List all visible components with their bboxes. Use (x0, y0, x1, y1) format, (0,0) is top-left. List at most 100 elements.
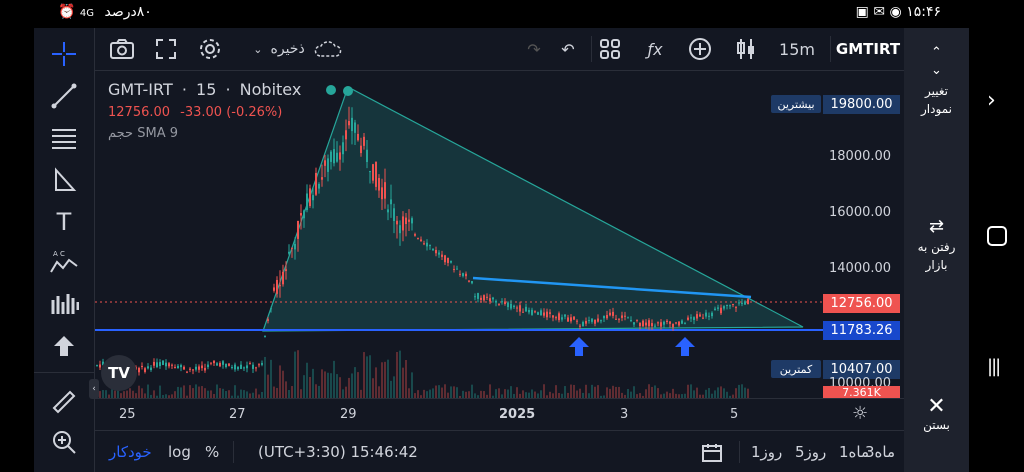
settings-gear-icon[interactable] (195, 34, 225, 64)
volume-bar (345, 386, 347, 398)
legend-ticker: GMT-IRT (108, 80, 173, 99)
range-5day-button[interactable]: 5روز (795, 443, 827, 461)
candlestick-type-icon[interactable] (731, 34, 761, 64)
ruler-icon[interactable] (48, 386, 80, 418)
candle-body (357, 133, 359, 141)
volume-bar (468, 391, 470, 398)
volume-bar (252, 392, 254, 398)
interval-button[interactable]: 15m (779, 39, 815, 59)
candle-body (573, 316, 575, 320)
nav-home-icon[interactable] (987, 226, 1007, 246)
volume-bar (378, 386, 380, 398)
trend-line-icon[interactable] (48, 80, 80, 112)
fullscreen-icon[interactable] (151, 34, 181, 64)
volume-bar (705, 389, 707, 398)
go-market-button[interactable]: ⇄ رفتن به بازار (904, 218, 969, 274)
log-scale-button[interactable]: log (168, 443, 191, 461)
volume-bar (168, 395, 170, 398)
volume-bar (363, 352, 365, 398)
candle-body (678, 321, 680, 326)
volume-bar (387, 359, 389, 398)
volume-bar (534, 391, 536, 398)
candle-body (225, 363, 227, 368)
volume-bar (294, 351, 296, 398)
volume-bar (123, 391, 125, 398)
candle-body (327, 158, 329, 172)
volume-bar (255, 388, 257, 398)
candle-body (366, 149, 368, 163)
volume-bar (393, 376, 395, 398)
volume-bar (201, 386, 203, 398)
volume-bar (126, 390, 128, 398)
symbol-button[interactable]: GMTIRT (835, 40, 901, 58)
redo-icon[interactable]: ↷ (527, 39, 541, 59)
candle-body (663, 321, 665, 325)
volume-bar (495, 389, 497, 398)
market-status-dot (326, 85, 337, 95)
volume-bar (351, 373, 353, 398)
go-to-date-icon[interactable] (701, 443, 723, 467)
candle-body (258, 364, 260, 366)
axis-settings-icon[interactable]: ☼ (852, 403, 869, 424)
change-chart-button[interactable]: ⌃ ⌄ تغییر نمودار (904, 44, 969, 118)
range-1day-button[interactable]: 1روز (751, 443, 783, 461)
abcd-pattern-icon[interactable]: A C (48, 246, 80, 278)
close-button[interactable]: ✕ بستن (904, 396, 969, 434)
range-1month-button[interactable]: 1ماه (839, 443, 870, 461)
range-3month-button[interactable]: 3ماه (865, 443, 896, 461)
volume-bar (648, 384, 650, 398)
price-axis[interactable]: بیشترین 19800.00 18000.00 16000.00 14000… (771, 71, 904, 398)
volume-bar (576, 390, 578, 398)
network-text: 4G (79, 8, 95, 19)
volume-bar (144, 393, 146, 398)
tradingview-logo[interactable]: TV (101, 355, 137, 391)
volume-bar (117, 386, 119, 398)
triangle-pattern-icon[interactable] (48, 164, 80, 196)
candle-body (384, 182, 386, 199)
candle-body (204, 367, 206, 371)
percent-scale-button[interactable]: % (205, 443, 220, 461)
zoom-in-icon[interactable] (48, 426, 80, 458)
candle-body (354, 122, 356, 133)
candle-body (546, 311, 548, 318)
candle-body (567, 317, 569, 322)
nav-expand-icon[interactable]: › (987, 88, 996, 113)
timezone-clock[interactable]: (UTC+3:30) 15:46:42 (258, 443, 418, 461)
chart-canvas[interactable]: TV (95, 71, 823, 398)
candle-body (177, 365, 179, 369)
candle-body (675, 322, 677, 324)
collapse-toolbar-icon[interactable]: ‹ (89, 379, 99, 399)
add-plus-icon[interactable] (685, 34, 715, 64)
close-label: بستن (923, 418, 950, 432)
text-tool-icon[interactable]: T (56, 208, 72, 236)
layout-grid-icon[interactable] (595, 34, 625, 64)
crosshair-icon[interactable] (48, 38, 80, 70)
volume-bar (513, 393, 515, 398)
volume-bar (219, 388, 221, 398)
candle-body (318, 183, 320, 189)
save-cloud-button[interactable]: ⌄ ذخیره (233, 34, 363, 64)
arrow-up-icon[interactable] (48, 330, 80, 362)
volume-bar (186, 395, 188, 398)
undo-icon[interactable]: ↶ (561, 39, 575, 59)
candle-body (612, 311, 614, 316)
volume-bar (504, 389, 506, 398)
volume-bar (336, 374, 338, 398)
top-toolbar: ⌄ ذخیره ↷ ↶ ƒx 15m GMTIRT (95, 28, 904, 71)
up-arrow-marker (569, 337, 589, 356)
fib-retracement-icon[interactable] (48, 122, 80, 154)
camera-icon[interactable] (107, 34, 137, 64)
candle-body (744, 301, 746, 305)
time-axis[interactable]: ‹ 25 27 29 2025 3 5 ☼ (89, 379, 904, 429)
nav-recents-icon[interactable]: ||| (987, 356, 1001, 377)
candle-body (645, 322, 647, 326)
candles-pattern-icon[interactable] (48, 288, 80, 320)
candle-body (141, 365, 143, 367)
auto-scale-button[interactable]: خودکار (109, 443, 152, 461)
volume-bar (264, 356, 266, 398)
candle-body (453, 268, 455, 270)
candle-body (444, 255, 446, 263)
candle-body (408, 219, 410, 222)
indicators-fx-icon[interactable]: ƒx (647, 39, 663, 59)
candle-body (597, 318, 599, 322)
